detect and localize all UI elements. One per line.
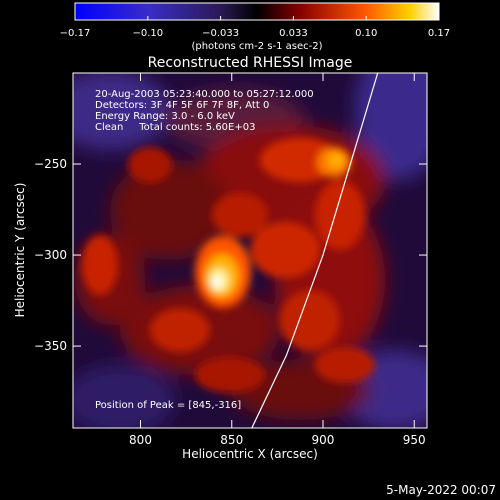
- colorbar-gradient: [74, 2, 440, 21]
- colorbar: −0.17 −0.10 −0.033 0.033 0.10 0.17 (photons c…: [60, 2, 450, 52]
- colorbar-tick-label: 0.033: [279, 28, 308, 39]
- solar-limb-curve: [251, 73, 379, 428]
- info-time-range: 20-Aug-2003 05:23:40.000 to 05:27:12.000: [95, 89, 314, 100]
- image-area: [73, 73, 427, 428]
- x-tick-label: 850: [220, 433, 243, 447]
- colorbar-tick-label: −0.10: [132, 28, 163, 39]
- y-tick-label: −350: [34, 339, 67, 353]
- axis-ticks: 800 850 900 950 −250 −300 −350: [34, 73, 427, 447]
- y-tick-label: −250: [34, 157, 67, 171]
- colorbar-tick-label: 0.10: [355, 28, 377, 39]
- info-detectors: Detectors: 3F 4F 5F 6F 7F 8F, Att 0: [95, 100, 269, 111]
- x-tick-label: 900: [312, 433, 335, 447]
- info-energy-range: Energy Range: 3.0 - 6.0 keV: [95, 111, 235, 122]
- colorbar-tick-label: 0.17: [428, 28, 450, 39]
- x-tick-label: 800: [129, 433, 152, 447]
- bright-structures: [82, 138, 375, 393]
- colorbar-tick-label: −0.033: [202, 28, 239, 39]
- y-axis-label: Heliocentric Y (arcsec): [13, 183, 27, 318]
- x-axis-label: Heliocentric X (arcsec): [182, 447, 318, 461]
- colorbar-unit-label: (photons cm-2 s-1 asec-2): [191, 41, 322, 52]
- info-box: 20-Aug-2003 05:23:40.000 to 05:27:12.000…: [95, 89, 314, 133]
- plot-frame: [72, 72, 428, 429]
- info-clean-counts: Clean Total counts: 5.60E+03: [95, 122, 255, 133]
- y-tick-label: −300: [34, 248, 67, 262]
- chart-title: Reconstructed RHESSI Image: [148, 55, 353, 71]
- peak-position-label: Position of Peak = [845,-316]: [95, 400, 241, 411]
- footer-date: 5-May-2022 00:07: [386, 483, 496, 497]
- colorbar-tick-label: −0.17: [60, 28, 91, 39]
- x-tick-label: 950: [403, 433, 426, 447]
